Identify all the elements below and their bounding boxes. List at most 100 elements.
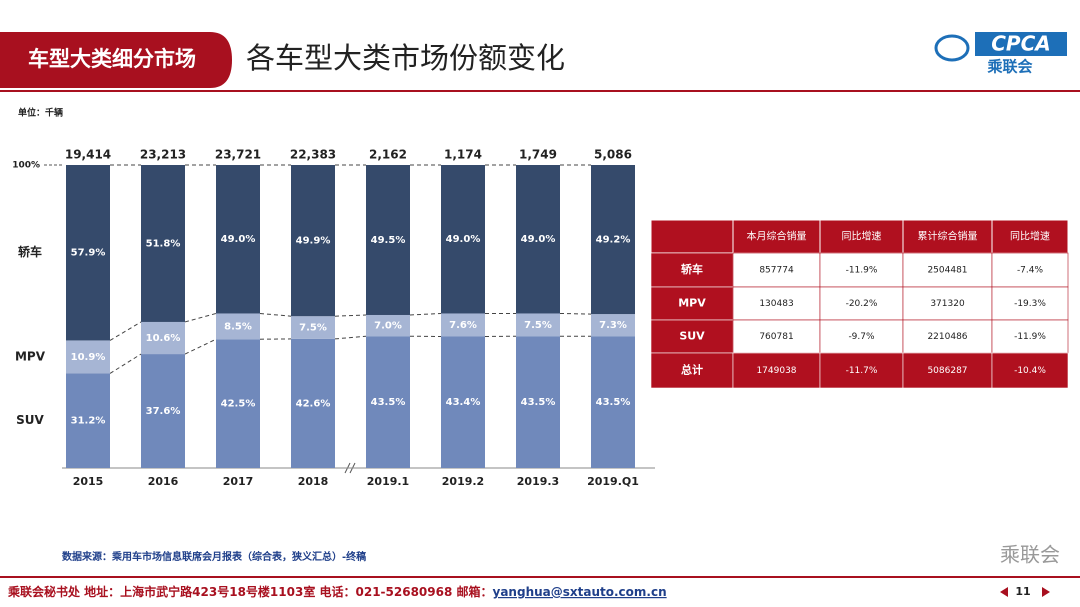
value-label: 10.9% xyxy=(71,352,106,363)
table-cell xyxy=(650,286,734,321)
value-label: 43.5% xyxy=(596,397,631,408)
x-tick-label: 2018 xyxy=(298,475,329,488)
x-tick-label: 2017 xyxy=(223,475,254,488)
value-label: 7.5% xyxy=(524,320,552,331)
value-label: 49.0% xyxy=(221,234,256,245)
table-text: 857774 xyxy=(759,266,794,276)
bar-segment xyxy=(366,314,410,337)
bar-segment xyxy=(291,338,335,468)
value-label: 7.3% xyxy=(599,320,627,331)
table-header-cell xyxy=(991,219,1069,254)
table-text: -10.4% xyxy=(1014,366,1046,376)
connector xyxy=(184,338,217,355)
total-label: 19,414 xyxy=(65,148,111,162)
table-text: -9.7% xyxy=(848,332,875,342)
connector xyxy=(184,312,217,323)
table-text: -19.3% xyxy=(1014,299,1046,309)
value-label: 49.0% xyxy=(446,234,481,245)
bar-segment xyxy=(366,336,410,468)
table-text: -11.9% xyxy=(1014,332,1046,342)
value-label: 31.2% xyxy=(71,416,106,427)
table-text: 760781 xyxy=(759,332,793,342)
bar-segment xyxy=(441,336,485,468)
table-text: -11.9% xyxy=(846,266,878,276)
bar-segment xyxy=(591,314,635,337)
unit-label: 单位：千辆 xyxy=(18,107,63,119)
bar-segment xyxy=(516,336,560,468)
bar-segment xyxy=(66,373,110,468)
table-text: -11.7% xyxy=(846,366,878,376)
page-number: 11 xyxy=(1015,585,1030,598)
connector xyxy=(559,312,592,315)
table-text: 总计 xyxy=(681,363,703,377)
total-label: 1,174 xyxy=(444,148,482,162)
footer-address: 乘联会秘书处 地址：上海市武宁路423号18号楼1103室 电话：021-526… xyxy=(7,584,493,599)
table-cell xyxy=(902,319,993,354)
watermark: 乘联会 xyxy=(1000,543,1060,567)
bar-segment xyxy=(291,165,335,317)
footer-text: 乘联会秘书处 地址：上海市武宁路423号18号楼1103室 电话：021-526… xyxy=(7,584,667,599)
table-text: 2210486 xyxy=(927,332,967,342)
bar-segment xyxy=(591,165,635,315)
logo-text: CPCA xyxy=(991,32,1051,56)
bar-segment xyxy=(216,339,260,468)
source-note: 数据来源：乘用车市场信息联席会月报表（综合表，狭义汇总）-终稿 xyxy=(62,550,366,563)
value-label: 43.5% xyxy=(521,397,556,408)
connector xyxy=(259,312,292,317)
bar-segment xyxy=(591,336,635,468)
bar-segment xyxy=(516,313,560,337)
value-label: 7.6% xyxy=(449,320,477,331)
table-header-cell xyxy=(819,219,904,254)
table-text: 1749038 xyxy=(756,366,796,376)
section-banner xyxy=(0,32,232,88)
table-text: 轿车 xyxy=(681,262,703,276)
value-label: 43.4% xyxy=(446,397,481,408)
table-cell xyxy=(902,286,993,321)
table-text: SUV xyxy=(679,330,705,343)
x-tick-label: 2016 xyxy=(148,475,179,488)
value-label: 49.9% xyxy=(296,236,331,247)
table-cell xyxy=(991,352,1069,389)
x-tick-label: 2019.1 xyxy=(367,475,409,488)
next-arrow[interactable] xyxy=(1042,587,1050,597)
value-label: 49.0% xyxy=(521,234,556,245)
table-cell xyxy=(650,252,734,288)
table-text: -20.2% xyxy=(846,299,878,309)
series-label: 轿车 xyxy=(18,244,42,259)
value-label: 57.9% xyxy=(71,248,106,259)
slide-title: 各车型大类市场份额变化 xyxy=(246,41,565,75)
table-text: 2504481 xyxy=(927,266,967,276)
logo-sub: 乘联会 xyxy=(986,58,1032,76)
table-header: 累计综合销量 xyxy=(918,230,978,243)
table-cell xyxy=(732,352,821,389)
connector xyxy=(334,335,367,340)
bar-segment xyxy=(441,313,485,337)
value-label: 49.2% xyxy=(596,235,631,246)
value-label: 49.5% xyxy=(371,235,406,246)
total-label: 5,086 xyxy=(594,148,632,162)
table-cell xyxy=(732,286,821,321)
table-text: 130483 xyxy=(759,299,793,309)
bar-segment xyxy=(66,165,110,341)
prev-arrow[interactable] xyxy=(1000,587,1008,597)
value-label: 10.6% xyxy=(146,333,181,344)
total-label: 1,749 xyxy=(519,148,557,162)
x-tick-label: 2019.Q1 xyxy=(587,475,639,488)
x-tick-label: 2019.2 xyxy=(442,475,484,488)
value-label: 37.6% xyxy=(146,406,181,417)
table-text: 371320 xyxy=(930,299,965,309)
bar-segment xyxy=(141,321,185,355)
table-cell xyxy=(991,252,1069,288)
bar-segment xyxy=(366,165,410,315)
table-cell xyxy=(819,252,904,288)
x-tick-label: 2015 xyxy=(73,475,104,488)
table-cell xyxy=(991,286,1069,321)
series-label: MPV xyxy=(15,349,46,363)
connector xyxy=(109,353,142,374)
table-text: -7.4% xyxy=(1017,266,1044,276)
table-cell xyxy=(819,286,904,321)
table-cell xyxy=(819,352,904,389)
value-label: 42.6% xyxy=(296,398,331,409)
series-label: SUV xyxy=(16,413,44,427)
